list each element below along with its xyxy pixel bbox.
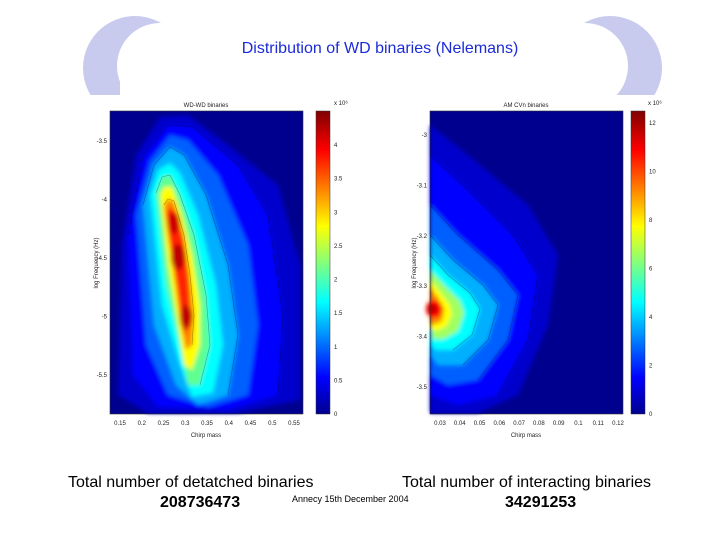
tick-label: -3 — [422, 133, 428, 139]
right-colorbar-tick-labels: 12 10 8 6 4 2 0 — [649, 121, 656, 418]
tick-label: 0.06 — [493, 421, 505, 427]
tick-label: 6 — [649, 267, 653, 273]
tick-label: 0.04 — [454, 421, 466, 427]
density-contours — [118, 115, 300, 413]
right-plot-title: AM CVn binaries — [503, 103, 548, 109]
tick-label: 4 — [649, 315, 653, 321]
tick-label: 0.07 — [513, 421, 525, 427]
tick-label: 4 — [334, 143, 338, 149]
tick-label: 2 — [649, 364, 653, 370]
left-plot-panel: WD-WD binaries 0.15 0.2 0.25 0.3 0.35 0.4 0.45… — [88, 95, 358, 440]
contour-lines — [429, 154, 539, 396]
left-plot-title: WD-WD binaries — [184, 103, 229, 109]
left-colorbar-tick-labels: 4 3.5 3 2.5 2 1.5 1 0.5 0 — [334, 143, 343, 418]
wd-wd-contour-plot: WD-WD binaries 0.15 0.2 0.25 0.3 0.35 0.4 0.45… — [94, 100, 348, 439]
tick-label: 0.2 — [138, 421, 147, 427]
tick-label: 0.12 — [612, 421, 624, 427]
tick-label: 1 — [334, 345, 338, 351]
tick-label: -3.4 — [417, 335, 428, 341]
tick-label: 2 — [334, 278, 338, 284]
tick-label: 0.11 — [593, 421, 605, 427]
left-x-axis-label: Chirp mass — [191, 433, 221, 439]
left-x-tick-labels: 0.15 0.2 0.25 0.3 0.35 0.4 0.45 0.5 0.55 — [114, 421, 300, 427]
tick-label: -5 — [102, 315, 108, 321]
tick-label: 0.25 — [158, 421, 170, 427]
tick-label: 10 — [649, 170, 656, 176]
tick-label: 0.1 — [574, 421, 583, 427]
tick-label: -3.5 — [417, 385, 428, 391]
tick-label: 0.5 — [334, 378, 343, 384]
tick-label: 0.4 — [225, 421, 234, 427]
tick-label: 2.5 — [334, 244, 343, 250]
tick-label: 0 — [649, 412, 653, 418]
left-count: 208736473 — [160, 494, 241, 511]
tick-label: 0.5 — [268, 421, 277, 427]
right-y-axis-label: log Frequency (Hz) — [412, 237, 418, 288]
tick-label: 0.55 — [288, 421, 300, 427]
left-y-tick-labels: -3.5 -4 -4.5 -5 -5.5 — [97, 139, 108, 379]
tick-label: 0.3 — [181, 421, 190, 427]
tick-label: -3.2 — [417, 234, 428, 240]
right-count: 34291253 — [505, 494, 577, 511]
tick-label: 8 — [649, 218, 653, 224]
footer-text: Annecy 15th December 2004 — [292, 494, 409, 504]
tick-label: 3.5 — [334, 177, 343, 183]
am-cvn-contour-plot: AM CVn binaries 0.03 0.04 0.05 0.06 0.07 0.08… — [412, 100, 662, 439]
tick-label: 0.03 — [434, 421, 446, 427]
tick-label: -3.3 — [417, 284, 428, 290]
right-x-axis-label: Chirp mass — [511, 433, 541, 439]
left-colorbar — [315, 110, 331, 415]
right-caption: Total number of interacting binaries — [402, 474, 652, 491]
tick-label: -4 — [102, 198, 108, 204]
tick-label: 12 — [649, 121, 656, 127]
tick-label: 0.35 — [201, 421, 213, 427]
left-colorbar-exponent: x 10⁶ — [334, 100, 348, 107]
right-y-tick-labels: -3 -3.1 -3.2 -3.3 -3.4 -3.5 — [417, 133, 428, 391]
tick-label: -5.5 — [97, 373, 108, 379]
contour-lines — [127, 124, 284, 396]
tick-label: 3 — [334, 210, 338, 216]
left-caption: Total number of detatched binaries — [68, 474, 314, 491]
tick-label: -3.1 — [417, 183, 428, 189]
right-colorbar-exponent: x 10⁶ — [648, 100, 662, 107]
tick-label: 0 — [334, 412, 338, 418]
tick-label: 1.5 — [334, 311, 343, 317]
density-contours — [426, 125, 558, 413]
right-x-tick-labels: 0.03 0.04 0.05 0.06 0.07 0.08 0.09 0.1 0.11 0.12 — [434, 421, 624, 427]
right-plot-panel: AM CVn binaries 0.03 0.04 0.05 0.06 0.07 0.08… — [408, 95, 678, 440]
tick-label: -3.5 — [97, 139, 108, 145]
left-y-axis-label: log Frequency (Hz) — [94, 237, 100, 288]
slide-title: Distribution of WD binaries (Nelemans) — [241, 40, 519, 57]
tick-label: 0.08 — [533, 421, 545, 427]
right-colorbar — [630, 110, 646, 415]
tick-label: 0.15 — [114, 421, 126, 427]
tick-label: 0.45 — [245, 421, 257, 427]
tick-label: -4.5 — [97, 256, 108, 262]
tick-label: 0.05 — [474, 421, 486, 427]
tick-label: 0.09 — [553, 421, 565, 427]
